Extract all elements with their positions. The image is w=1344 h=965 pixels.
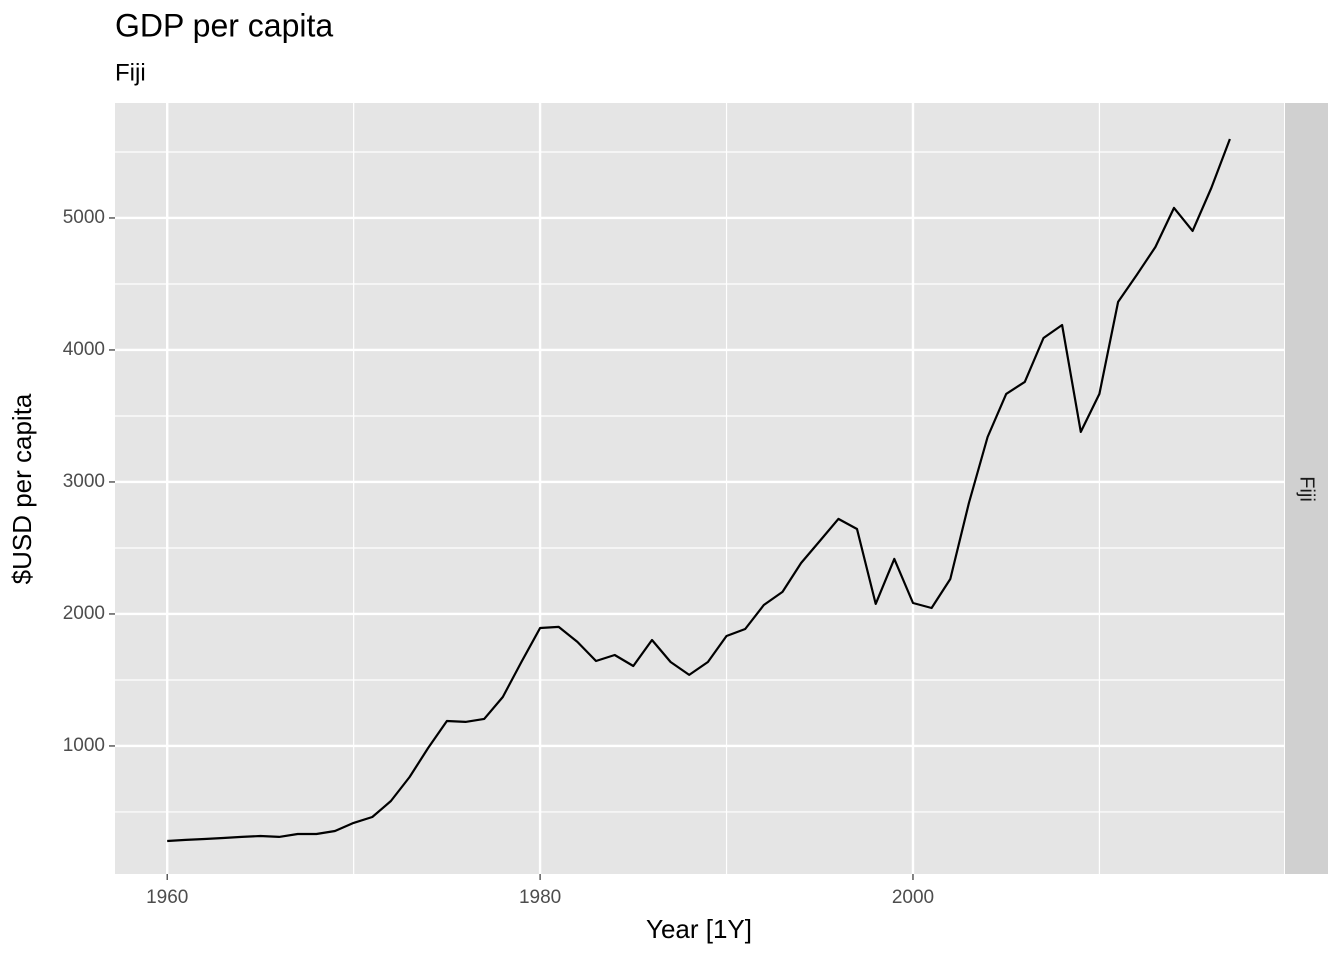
- x-axis-title: Year [1Y]: [646, 914, 752, 944]
- line: [167, 138, 1231, 843]
- y-tick-label: 5000: [63, 207, 105, 228]
- x-tick-label: 1980: [519, 887, 561, 908]
- y-tick-label: 2000: [63, 603, 105, 624]
- y-tick-label: 4000: [63, 339, 105, 360]
- y-axis-title: $USD per capita: [7, 393, 37, 584]
- y-tick-label: 1000: [63, 735, 105, 756]
- y-tick-label: 3000: [63, 471, 105, 492]
- facet-strip: [1285, 103, 1328, 874]
- x-tick-label: 1960: [146, 887, 188, 908]
- chart-subtitle: Fiji: [115, 59, 146, 86]
- x-tick-label: 2000: [892, 887, 934, 908]
- chart-title: GDP per capita: [115, 7, 333, 43]
- facet-label: Fiji: [1296, 476, 1318, 502]
